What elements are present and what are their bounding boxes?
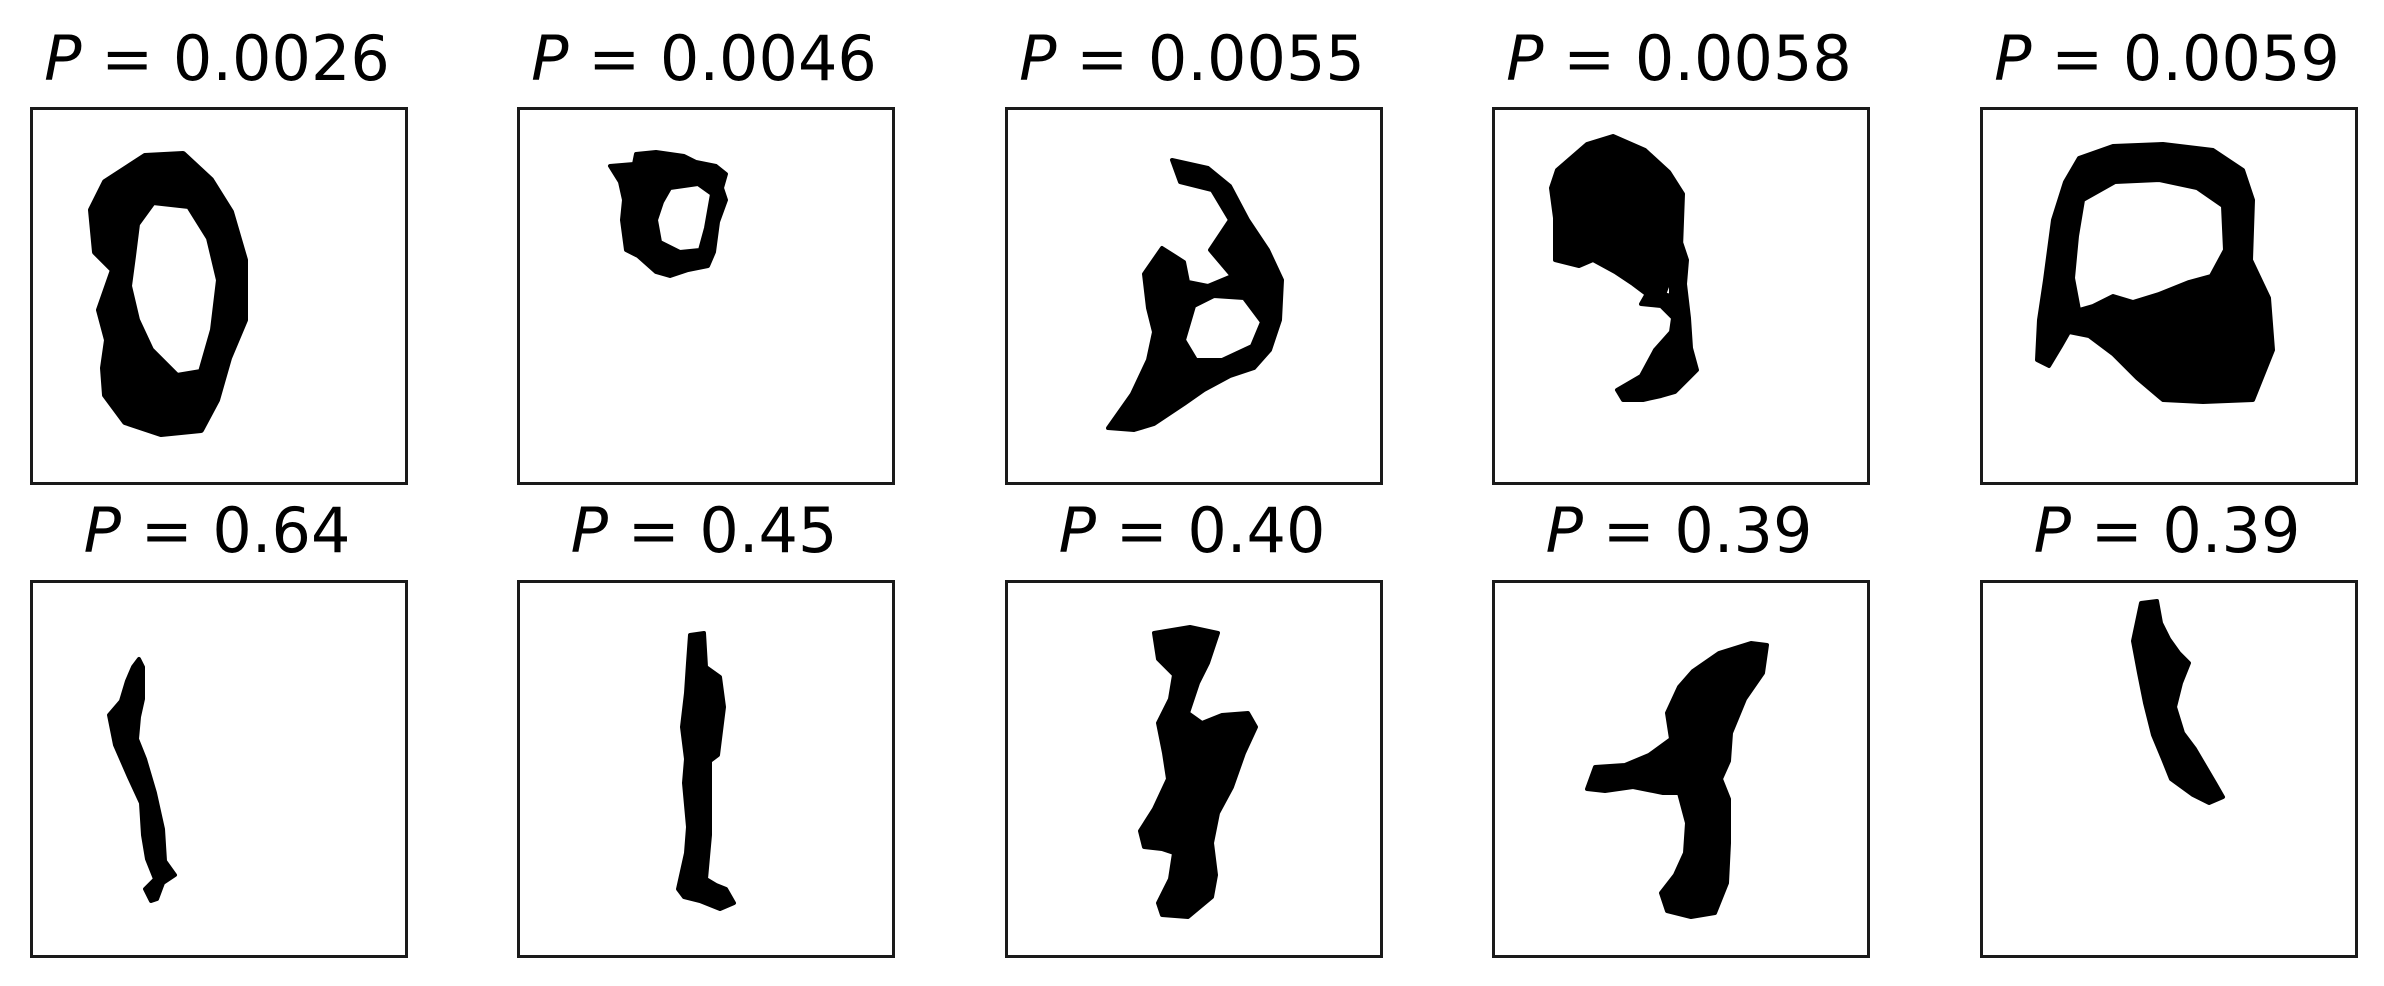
- title-value: 0.0058: [1634, 22, 1852, 95]
- glyph-blob-with-tail: [1549, 134, 1699, 402]
- image-frame: [30, 107, 408, 485]
- panel-title: P = 0.0058: [1492, 28, 1866, 90]
- image-frame: [517, 580, 895, 958]
- glyph-vertical-stroke: [676, 631, 736, 911]
- title-value: 0.0026: [172, 22, 390, 95]
- title-equals: =: [1543, 22, 1635, 95]
- panel-title: P = 0.45: [517, 500, 891, 562]
- title-value: 0.39: [2162, 494, 2301, 567]
- image-frame: [30, 580, 408, 958]
- title-variable: P: [1994, 22, 2032, 95]
- panel-title: P = 0.39: [1980, 500, 2354, 562]
- title-value: 0.39: [1674, 494, 1813, 567]
- title-value: 0.40: [1187, 494, 1326, 567]
- title-variable: P: [2033, 494, 2071, 567]
- panel-title: P = 0.0055: [1005, 28, 1379, 90]
- image-frame: [1005, 107, 1383, 485]
- image-frame: [517, 107, 895, 485]
- image-frame: [1492, 580, 1870, 958]
- title-variable: P: [1545, 494, 1583, 567]
- image-frame: [1980, 580, 2358, 958]
- title-value: 0.0059: [2122, 22, 2340, 95]
- title-value: 0.64: [212, 494, 351, 567]
- glyph-curled-stroke: [1106, 158, 1284, 432]
- glyph-thick-slanted-stroke: [1138, 625, 1258, 919]
- title-variable: P: [531, 22, 569, 95]
- glyph-arch-with-blob: [2035, 142, 2275, 404]
- title-variable: P: [1058, 494, 1096, 567]
- title-value: 0.45: [699, 494, 838, 567]
- title-equals: =: [2070, 494, 2163, 567]
- panel-title: P = 0.39: [1492, 500, 1866, 562]
- glyph-branched-stroke: [1585, 641, 1769, 919]
- panel-title: P = 0.64: [30, 500, 404, 562]
- panel-title: P = 0.0026: [30, 28, 404, 90]
- title-variable: P: [1506, 22, 1544, 95]
- title-equals: =: [1582, 494, 1675, 567]
- title-equals: =: [607, 494, 700, 567]
- image-frame: [1005, 580, 1383, 958]
- title-equals: =: [81, 22, 173, 95]
- panel-title: P = 0.0046: [517, 28, 891, 90]
- title-variable: P: [1019, 22, 1057, 95]
- panel-title: P = 0.40: [1005, 500, 1379, 562]
- title-equals: =: [120, 494, 213, 567]
- title-equals: =: [2031, 22, 2123, 95]
- title-variable: P: [83, 494, 121, 567]
- image-frame: [1492, 107, 1870, 485]
- title-value: 0.0055: [1147, 22, 1365, 95]
- title-variable: P: [44, 22, 82, 95]
- glyph-small-loop-stroke: [608, 150, 728, 278]
- title-equals: =: [568, 22, 660, 95]
- title-value: 0.0046: [659, 22, 877, 95]
- title-variable: P: [570, 494, 608, 567]
- title-equals: =: [1095, 494, 1188, 567]
- image-frame: [1980, 107, 2358, 485]
- glyph-digit-zero-loop: [88, 151, 248, 437]
- glyph-short-curved-stroke: [2131, 599, 2225, 805]
- glyph-thin-diagonal-stroke: [107, 657, 177, 903]
- panel-title: P = 0.0059: [1980, 28, 2354, 90]
- title-equals: =: [1056, 22, 1148, 95]
